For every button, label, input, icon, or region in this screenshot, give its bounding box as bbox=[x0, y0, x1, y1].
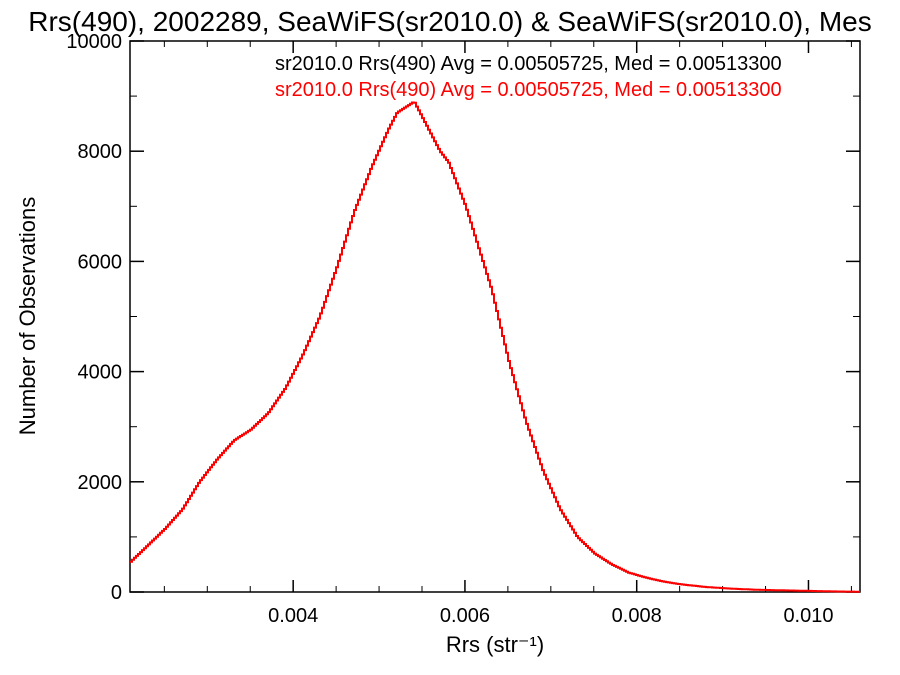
y-tick-label: 2000 bbox=[78, 472, 123, 494]
x-tick-label: 0.010 bbox=[783, 605, 833, 627]
axis-ticks bbox=[130, 40, 860, 593]
y-tick-label: 6000 bbox=[78, 251, 123, 273]
y-axis-title: Number of Observations bbox=[15, 197, 40, 435]
y-tick-label: 4000 bbox=[78, 362, 123, 384]
y-tick-label: 0 bbox=[111, 582, 122, 604]
x-tick-label: 0.008 bbox=[612, 605, 662, 627]
stats-annotation-red: sr2010.0 Rrs(490) Avg = 0.00505725, Med … bbox=[275, 79, 782, 101]
x-tick-label: 0.006 bbox=[440, 605, 490, 627]
y-tick-label: 8000 bbox=[78, 141, 123, 163]
histogram-series-line bbox=[130, 101, 860, 593]
plot-frame bbox=[129, 40, 861, 593]
axis-tick-labels: 0.004 0.006 0.008 0.010 0 2000 4000 6000 8000 100… bbox=[66, 31, 833, 627]
chart-title: Rrs(490), 2002289, SeaWiFS(sr2010.0) & S… bbox=[28, 6, 871, 37]
y-tick-label: 10000 bbox=[66, 31, 122, 53]
plot-area bbox=[129, 40, 861, 593]
x-tick-label: 0.004 bbox=[268, 605, 318, 627]
x-axis-title: Rrs (str⁻¹) bbox=[446, 632, 544, 657]
stats-annotation-black: sr2010.0 Rrs(490) Avg = 0.00505725, Med … bbox=[275, 53, 782, 75]
